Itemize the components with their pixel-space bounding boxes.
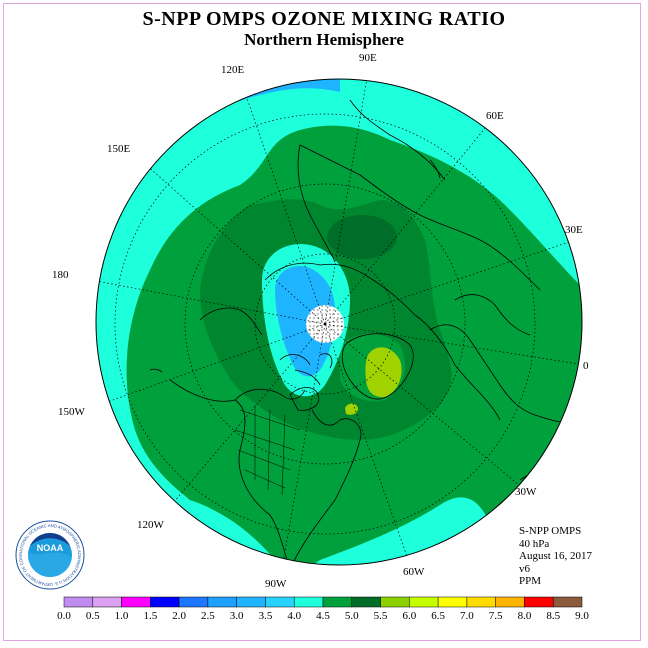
colorbar-swatch [380,596,410,608]
lon-label-30e: 30E [565,224,583,236]
colorbar-tick-label: 8.5 [546,610,560,622]
colorbar-tick-label: 1.5 [143,610,157,622]
lon-label-0: 0 [583,360,589,372]
version-text: v6 [519,562,530,575]
chart-subtitle: Northern Hemisphere [244,30,404,49]
hemisphere-boundary [95,78,583,566]
lon-label-90w: 90W [265,578,287,590]
contour-5.5-6.0 [345,403,358,415]
colorbar-tick-label: 7.0 [460,610,474,622]
lon-label-90e: 90E [359,52,377,64]
colorbar-swatch [63,596,94,608]
colorbar-tick-label: 6.5 [431,610,445,622]
lon-label-120w: 120W [137,519,164,531]
colorbar-swatch [121,596,151,608]
colorbar-tick-label: 3.5 [259,610,273,622]
units-text: PPM [519,575,542,587]
colorbar-swatch [92,596,122,608]
lon-label-120e: 120E [221,64,245,76]
colorbar-tick-label: 5.0 [345,610,359,622]
colorbar-swatch [495,596,525,608]
date-text: August 16, 2017 [519,550,593,562]
colorbar-swatch [265,596,295,608]
colorbar-swatch [150,596,180,608]
colorbar-swatch [322,596,353,608]
figure-frame [3,3,641,641]
lon-label-150w: 150W [58,406,85,418]
lon-label-30w: 30W [515,486,537,498]
colorbar-swatch [552,596,583,608]
colorbar-swatch [524,596,554,608]
lon-label-60w: 60W [403,566,425,578]
colorbar-tick-label: 0.5 [86,610,100,622]
colorbar-tick-label: 9.0 [575,610,589,622]
colorbar-tick-label: 3.0 [230,610,244,622]
lon-label-180: 180 [52,269,69,281]
contour-5.5-6.0 [365,347,402,398]
colorbar-swatch [351,596,381,608]
political-borders [234,405,301,496]
colorbar-swatch [178,596,209,608]
colorbar-tick-label: 4.0 [287,610,301,622]
colorbar-swatch [207,596,237,608]
pressure-level-text: 40 hPa [519,537,550,550]
contour-5.0-5.5 [327,215,397,259]
colorbar-tick-label: 4.5 [316,610,330,622]
colorbar: 0.0 0.5 1.0 1.5 2.0 2.5 3.0 3.5 4.0 4.5 5.0 5.5 6.0 6… [57,596,589,622]
lon-label-60e: 60E [486,110,504,122]
contour-3.0-3.5 [275,266,335,377]
lon-label-150e: 150E [107,143,131,155]
graticule [96,79,582,565]
colorbar-swatch [236,596,266,608]
colorbar-tick-label: 6.0 [402,610,416,622]
colorbar-tick-label: 1.0 [115,610,129,622]
colorbar-tick-label: 0.0 [57,610,71,622]
colorbar-swatch [466,596,496,608]
metadata-block: S-NPP OMPS 40 hPa August 16, 2017 v6 PPM [519,525,592,588]
colorbar-swatch [437,596,468,608]
colorbar-tick-label: 2.5 [201,610,215,622]
instrument-text: S-NPP OMPS [519,525,582,537]
colorbar-tick-label: 7.5 [489,610,503,622]
colorbar-tick-label: 2.0 [172,610,186,622]
chart-title: S-NPP OMPS OZONE MIXING RATIO [142,8,506,30]
colorbar-tick-label: 8.0 [518,610,532,622]
colorbar-swatch [409,596,439,608]
colorbar-swatch [293,596,324,608]
colorbar-tick-label: 5.5 [374,610,388,622]
